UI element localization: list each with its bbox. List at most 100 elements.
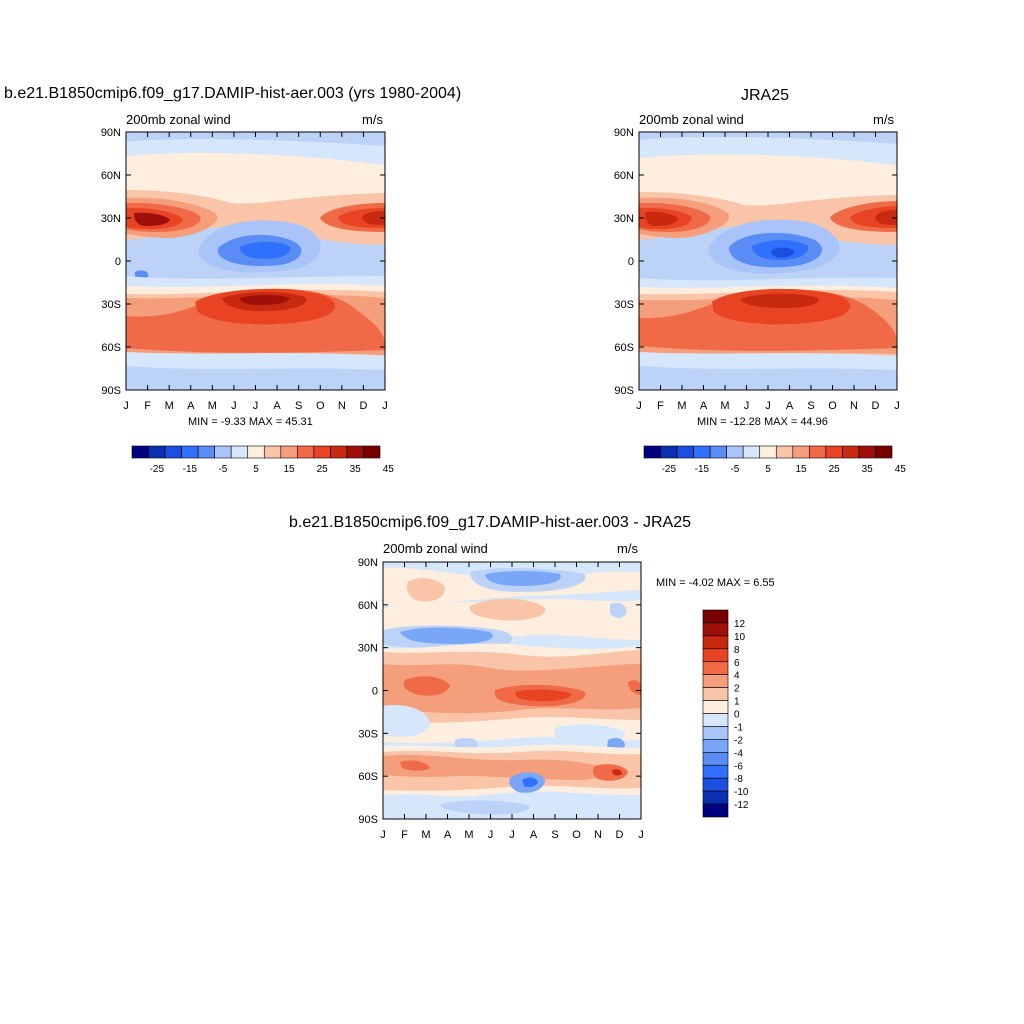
panel1-x-tick-label: J: [231, 400, 237, 412]
panel3-colorbar-box: [702, 648, 729, 663]
panel3-colorbar-label: -6: [734, 761, 743, 772]
panel2-x-tick-label: J: [894, 400, 900, 412]
panel2-colorbar-label: 15: [796, 464, 808, 475]
panel2-colorbar-label: 35: [862, 464, 874, 475]
panel1-subtitle-right: m/s: [362, 112, 383, 127]
panel1-colorbar-label: 25: [317, 464, 329, 475]
panel3-colorbar-label: 0: [734, 710, 740, 721]
panel1-y-tick-label: 60S: [101, 342, 121, 354]
panel2-colorbar-box: [875, 445, 893, 459]
panel2-x-tick-label: J: [744, 400, 750, 412]
panel3-colorbar-box: [702, 622, 729, 637]
panel3-colorbar-box: [702, 661, 729, 675]
panel3-colorbar-label: 12: [734, 619, 746, 630]
panel2-x-tick-label: A: [700, 400, 708, 412]
panel3-colorbar-box: [702, 635, 729, 650]
panel2-heatmap: [639, 132, 897, 390]
panel3-x-tick-label: A: [444, 829, 452, 841]
panel1-colorbar-box: [131, 445, 149, 459]
panel1-x-tick-label: F: [144, 400, 151, 412]
panel3-x-tick-label: F: [401, 829, 408, 841]
panel2-y-tick-label: 90S: [614, 385, 634, 397]
panel3-subtitle-right: m/s: [617, 541, 638, 556]
panel2-colorbar-label: -5: [730, 464, 739, 475]
panel2-colorbar-box: [726, 445, 744, 459]
panel2-colorbar-box: [842, 445, 860, 459]
panel1-title: b.e21.B1850cmip6.f09_g17.DAMIP-hist-aer.…: [4, 85, 462, 102]
panel2-y-tick-label: 30S: [614, 299, 634, 311]
panel1-x-tick-label: A: [187, 400, 195, 412]
panel1-colorbar-box: [164, 445, 182, 459]
panel1-x-tick-label: N: [338, 400, 346, 412]
panel3-colorbar-box: [702, 764, 729, 779]
panel3-x-tick-label: J: [488, 829, 494, 841]
panel1-subtitle-left: 200mb zonal wind: [126, 112, 231, 127]
panel3-colorbar-label: 2: [734, 684, 740, 695]
panel2-colorbar-box: [660, 445, 678, 459]
panel3-colorbar-label: -8: [734, 774, 743, 785]
panel1-colorbar-label: 15: [284, 464, 296, 475]
panel1-colorbar-label: 5: [253, 464, 259, 475]
panel2-colorbar-label: 25: [829, 464, 841, 475]
panel1-colorbar-label: -5: [218, 464, 227, 475]
panel1-colorbar-box: [346, 445, 364, 459]
panel1-colorbar-label: 35: [350, 464, 362, 475]
panel2-subtitle-left: 200mb zonal wind: [639, 112, 744, 127]
panel3-colorbar-label: -12: [734, 800, 749, 811]
panel2-colorbar-box: [693, 445, 711, 459]
panel2-x-tick-label: J: [636, 400, 642, 412]
panel2-x-tick-label: O: [828, 400, 837, 412]
panel3-x-tick-label: M: [464, 829, 473, 841]
panel2-y-tick-label: 60S: [614, 342, 634, 354]
panel3-colorbar-box: [702, 609, 729, 624]
panel2-colorbar-box: [858, 445, 876, 459]
panel1-x-tick-label: J: [253, 400, 259, 412]
panel1-colorbar-label: -25: [150, 464, 165, 475]
panel3-y-tick-label: 30N: [358, 643, 378, 655]
panel1-x-tick-label: J: [382, 400, 388, 412]
panel1-y-tick-label: 30N: [101, 213, 121, 225]
panel2-x-tick-label: M: [677, 400, 686, 412]
panel3-y-tick-label: 90S: [358, 814, 378, 826]
panel1-y-tick-label: 30S: [101, 299, 121, 311]
panel3-x-tick-label: N: [594, 829, 602, 841]
panel3-colorbar-label: 4: [734, 671, 740, 682]
panel2-colorbar-box: [676, 445, 694, 459]
panel1-x-tick-label: M: [208, 400, 217, 412]
panel3-colorbar-box: [702, 713, 729, 727]
panel3-colorbar-box: [702, 726, 729, 740]
panel2-x-tick-label: M: [720, 400, 729, 412]
panel1-colorbar-box: [297, 445, 315, 459]
panel2-minmax: MIN = -12.28 MAX = 44.96: [697, 416, 828, 428]
panel1-y-tick-label: 0: [115, 256, 121, 268]
panel2-colorbar-label: 45: [895, 464, 907, 475]
panel1-colorbar-label: -15: [183, 464, 198, 475]
panel1-colorbar-box: [214, 445, 232, 459]
panel2-x-tick-label: F: [657, 400, 664, 412]
panel3-y-tick-label: 60N: [358, 600, 378, 612]
panel3-colorbar-box: [702, 700, 729, 714]
panel2-x-tick-label: A: [786, 400, 794, 412]
panel3-colorbar-box: [702, 752, 729, 766]
panel1-colorbar-box: [230, 445, 249, 459]
panel3-colorbar-box: [702, 790, 729, 805]
panel1-minmax: MIN = -9.33 MAX = 45.31: [188, 416, 313, 428]
panel3-x-tick-label: D: [616, 829, 624, 841]
panel1-colorbar-box: [363, 445, 381, 459]
panel1-colorbar-box: [330, 445, 348, 459]
panel3-x-tick-label: A: [530, 829, 538, 841]
panel1-colorbar-box: [263, 445, 282, 459]
panel1-y-tick-label: 60N: [101, 170, 121, 182]
panel1-y-tick-label: 90N: [101, 127, 121, 139]
panel2-colorbar-box: [792, 445, 810, 459]
panel3-minmax: MIN = -4.02 MAX = 6.55: [656, 577, 775, 589]
panel1-heatmap: [126, 132, 385, 390]
panel3-y-tick-label: 30S: [358, 728, 378, 740]
panel2-colorbar-box: [809, 445, 827, 459]
panel3-colorbar-box: [702, 687, 729, 701]
panel3-colorbar-label: 1: [734, 697, 740, 708]
panel3-y-tick-label: 90N: [358, 557, 378, 569]
panel1-colorbar-box: [313, 445, 331, 459]
